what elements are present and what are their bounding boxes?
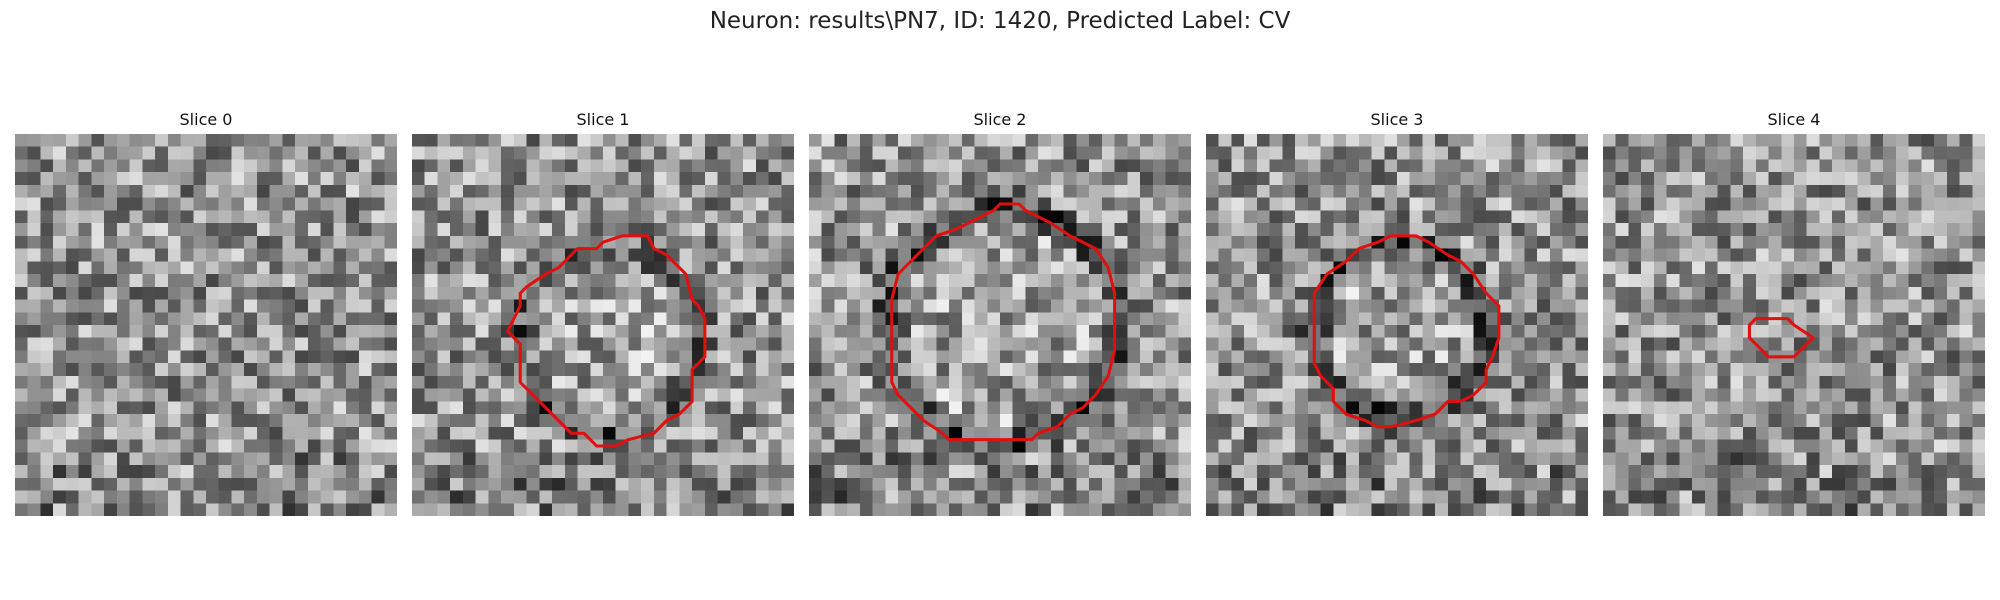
slice-image [809, 134, 1191, 516]
slice-title: Slice 3 [1370, 110, 1424, 129]
slice-title: Slice 4 [1767, 110, 1821, 129]
slice-image [15, 134, 397, 516]
slice-title: Slice 2 [973, 110, 1027, 129]
slice-title: Slice 0 [179, 110, 233, 129]
figure-title: Neuron: results\PN7, ID: 1420, Predicted… [709, 8, 1291, 34]
segmentation-contour [505, 234, 707, 448]
slice-image [412, 134, 794, 516]
slice-title: Slice 1 [576, 110, 630, 129]
segmentation-contour [890, 202, 1117, 442]
slice-image [1206, 134, 1588, 516]
slice-image [1603, 134, 1985, 516]
segmentation-contour [1747, 317, 1815, 359]
segmentation-contour [1312, 234, 1501, 429]
